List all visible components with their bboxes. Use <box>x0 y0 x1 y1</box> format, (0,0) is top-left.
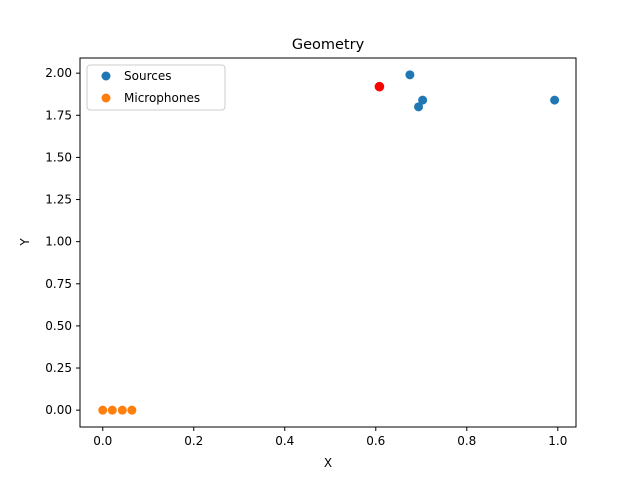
legend-label-sources: Sources <box>124 69 171 83</box>
x-tick-label: 0.6 <box>366 434 385 448</box>
axes: 0.0 0.2 0.4 0.6 0.8 1.0 0.00 0.25 0.50 0.75 1.00 1.… <box>45 57 577 448</box>
plot-frame <box>79 57 577 428</box>
legend-marker-sources <box>101 71 111 81</box>
legend: Sources Microphones <box>86 64 226 111</box>
y-tick-label: 0.25 <box>45 361 72 375</box>
data-points <box>98 70 560 415</box>
x-tick-label: 0.8 <box>457 434 476 448</box>
x-tick-label: 0.4 <box>275 434 294 448</box>
y-axis-label: Y <box>18 238 32 247</box>
y-tick-label: 0.00 <box>45 403 72 417</box>
y-tick-label: 1.25 <box>45 193 72 207</box>
x-tick-label: 0.0 <box>93 434 112 448</box>
y-tick-label: 0.50 <box>45 319 72 333</box>
microphones-point <box>127 405 137 415</box>
y-tick-label: 0.75 <box>45 277 72 291</box>
sources-point <box>414 102 424 112</box>
x-tick-label: 1.0 <box>548 434 567 448</box>
microphones-point <box>117 405 127 415</box>
x-tick-label: 0.2 <box>184 434 203 448</box>
y-tick-label: 2.00 <box>45 66 72 80</box>
microphones-point <box>98 405 108 415</box>
x-axis-label: X <box>324 456 332 470</box>
y-tick-label: 1.00 <box>45 235 72 249</box>
highlight-point <box>374 81 385 92</box>
chart-title: Geometry <box>292 37 365 53</box>
sources-point <box>550 95 560 105</box>
y-tick-label: 1.50 <box>45 150 72 164</box>
microphones-point <box>107 405 117 415</box>
legend-box <box>86 64 226 111</box>
sources-point <box>418 95 428 105</box>
legend-label-microphones: Microphones <box>124 91 200 105</box>
sources-point <box>405 70 415 80</box>
y-tick-label: 1.75 <box>45 108 72 122</box>
legend-marker-microphones <box>101 93 111 103</box>
